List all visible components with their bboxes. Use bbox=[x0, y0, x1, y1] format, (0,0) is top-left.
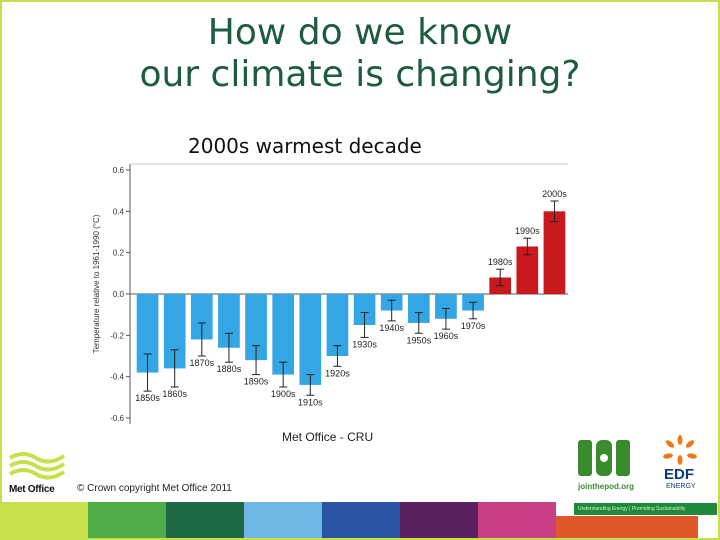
bar-label-1920s: 1920s bbox=[325, 368, 350, 378]
bar-1860s bbox=[163, 294, 186, 369]
bar-1890s bbox=[245, 294, 267, 361]
y-tick-label: -0.6 bbox=[110, 414, 124, 423]
edf-logo-icon bbox=[663, 435, 697, 465]
met-office-logo-text: Met Office bbox=[9, 484, 55, 495]
y-tick-label: 0.0 bbox=[113, 290, 125, 299]
bar-label-1980s: 1980s bbox=[488, 257, 513, 267]
bar-1850s bbox=[136, 294, 159, 373]
footer-stripe bbox=[556, 516, 698, 538]
bar-1870s bbox=[190, 294, 213, 340]
footer-stripe bbox=[88, 502, 166, 538]
pod-logo-icon bbox=[578, 440, 630, 476]
bar-1990s bbox=[516, 246, 539, 294]
y-tick-label: 0.2 bbox=[113, 249, 125, 258]
edf-logo-subtext: ENERGY bbox=[666, 483, 696, 490]
title-line-1: How do we know bbox=[207, 12, 513, 53]
y-tick-label: 0.6 bbox=[113, 166, 125, 175]
bar-label-1950s: 1950s bbox=[407, 335, 432, 345]
bar-1910s bbox=[299, 294, 322, 385]
bar-1880s bbox=[218, 294, 240, 348]
bar-1960s bbox=[435, 294, 457, 319]
footer-stripe bbox=[0, 502, 88, 538]
bar-label-1940s: 1940s bbox=[379, 323, 404, 333]
bar-label-1960s: 1960s bbox=[434, 331, 459, 341]
bar-1950s bbox=[407, 294, 430, 323]
bar-1930s bbox=[353, 294, 376, 325]
chart-subtitle: 2000s warmest decade bbox=[188, 134, 422, 158]
chart-source: Met Office - CRU bbox=[282, 430, 374, 444]
bar-1920s bbox=[326, 294, 349, 356]
footer-stripe bbox=[322, 502, 400, 538]
temperature-bar-chart: 0.6 0.4 0.2 0.0 -0.2 -0.4 -0.6 Temperature rela… bbox=[92, 163, 568, 424]
slide-title: How do we know our climate is changing? bbox=[100, 12, 620, 96]
y-axis-label: Temperature relative to 1961-1990 (°C) bbox=[92, 214, 101, 353]
bar-label-1850s: 1850s bbox=[135, 393, 160, 403]
bar-label-1930s: 1930s bbox=[352, 339, 377, 349]
pod-logo-url: jointhepod.org bbox=[578, 482, 634, 491]
y-tick-label: -0.4 bbox=[110, 373, 124, 382]
bar-2000s bbox=[543, 211, 566, 294]
bar-label-1870s: 1870s bbox=[190, 358, 215, 368]
y-tick-label: 0.4 bbox=[113, 207, 125, 216]
met-office-logo-icon bbox=[8, 452, 66, 480]
bar-label-1910s: 1910s bbox=[298, 397, 323, 407]
footer-stripe bbox=[166, 502, 244, 538]
bar-label-1990s: 1990s bbox=[515, 226, 540, 236]
bar-label-2000s: 2000s bbox=[542, 189, 567, 199]
bar-label-1890s: 1890s bbox=[244, 377, 269, 387]
footer-stripe bbox=[478, 502, 556, 538]
edf-logo-text: EDF bbox=[664, 466, 694, 483]
bar-label-1860s: 1860s bbox=[162, 389, 187, 399]
bar-label-1900s: 1900s bbox=[271, 389, 296, 399]
pod-tagline-bar: Understanding Energy | Promoting Sustain… bbox=[574, 503, 717, 515]
bar-label-1880s: 1880s bbox=[217, 364, 242, 374]
footer-stripe bbox=[244, 502, 322, 538]
y-tick-label: -0.2 bbox=[110, 331, 124, 340]
title-line-2: our climate is changing? bbox=[139, 54, 581, 95]
copyright-notice: © Crown copyright Met Office 2011 bbox=[77, 483, 232, 494]
footer-stripe bbox=[400, 502, 478, 538]
bar-1900s bbox=[272, 294, 295, 375]
bar-label-1970s: 1970s bbox=[461, 321, 486, 331]
